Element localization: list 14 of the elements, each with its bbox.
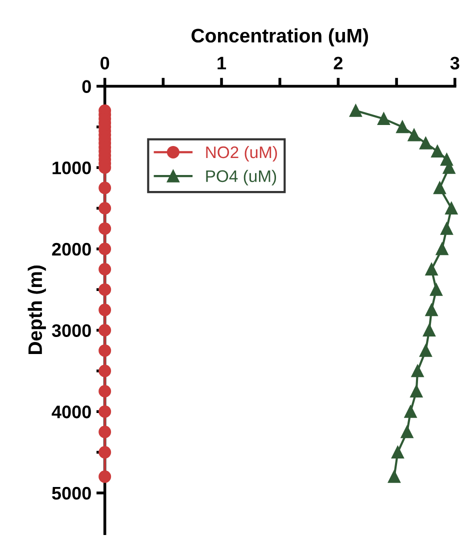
x-tick-label: 0 [100,56,110,70]
y-axis-title: Depth (m) [28,266,46,354]
y-tick-label: 3000 [52,324,91,338]
y-tick-label: 2000 [52,242,91,256]
legend-label: NO2 (uM) [206,146,277,162]
x-tick-label: 2 [334,56,343,70]
x-tick-label: 1 [218,56,226,70]
legend-label: PO4 (uM) [206,170,276,186]
y-tick-label: 5000 [52,486,91,500]
x-tick-label: 3 [450,56,460,70]
y-tick-label: 4000 [52,406,91,418]
y-tick-label: 1000 [52,162,91,174]
y-tick-label: 0 [82,80,91,93]
x-axis-title: Concentration (uM) [192,28,368,46]
